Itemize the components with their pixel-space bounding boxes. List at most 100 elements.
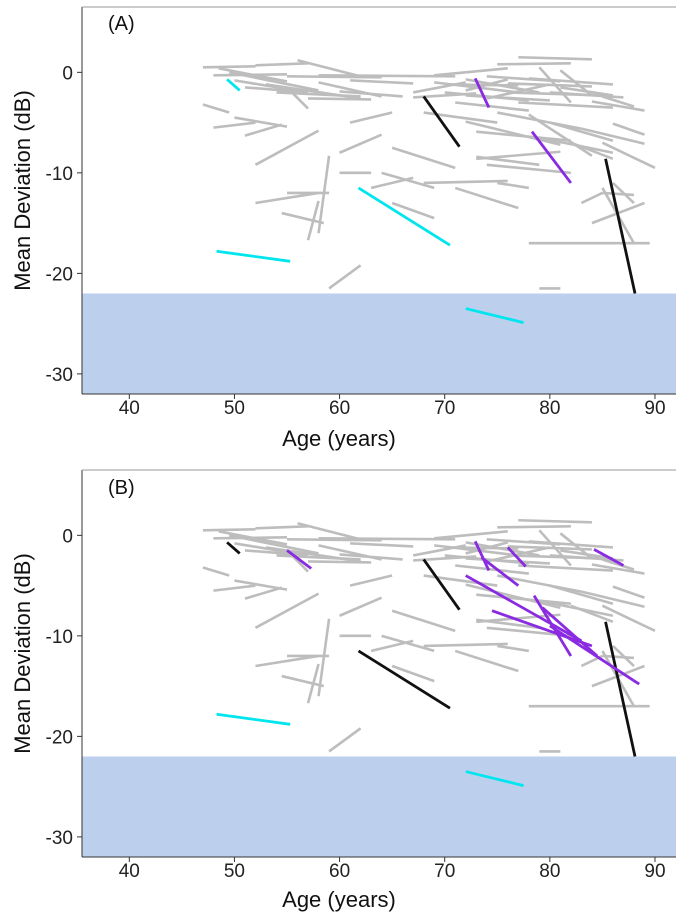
gray-segment bbox=[213, 121, 256, 129]
purple-segment bbox=[506, 546, 527, 568]
panel-b: 40 50 60 70 80 90 0 -10 -20 -30 Age (years) Mean De… bbox=[10, 469, 676, 912]
black-segment bbox=[357, 649, 451, 710]
y-tick-label: -30 bbox=[46, 828, 73, 849]
gray-segment bbox=[549, 584, 614, 605]
x-tick-label: 40 bbox=[119, 861, 140, 882]
shaded-band bbox=[82, 293, 676, 394]
gray-segment bbox=[317, 618, 331, 697]
gray-segment bbox=[276, 91, 361, 98]
black-segment bbox=[226, 541, 241, 555]
gray-segment bbox=[202, 103, 230, 114]
x-tick-label: 80 bbox=[539, 398, 560, 419]
cyan-segment bbox=[216, 249, 291, 263]
gray-segment bbox=[255, 61, 309, 67]
purple-segment bbox=[530, 130, 572, 184]
gray-segment bbox=[281, 674, 325, 688]
purple-segment bbox=[473, 77, 491, 109]
gray-segment bbox=[580, 191, 603, 205]
gray-segment bbox=[591, 100, 645, 112]
gray-segment bbox=[349, 111, 393, 124]
gray-segment bbox=[255, 654, 319, 668]
gray-segment bbox=[518, 518, 592, 524]
gray-segment bbox=[318, 74, 456, 78]
gray-segment bbox=[339, 553, 403, 561]
gray-segment bbox=[349, 574, 393, 587]
gray-segment bbox=[602, 558, 635, 571]
x-tick-label: 70 bbox=[434, 398, 455, 419]
gray-segment bbox=[476, 130, 571, 142]
gray-segment bbox=[317, 155, 331, 234]
gray-segment bbox=[434, 530, 508, 540]
black-segment bbox=[604, 621, 637, 757]
gray-segment bbox=[255, 524, 309, 530]
gray-segment bbox=[339, 133, 383, 154]
gray-segment bbox=[497, 574, 582, 593]
gray-segment bbox=[602, 654, 635, 660]
panel-label: (B) bbox=[108, 477, 135, 499]
gray-segment bbox=[434, 67, 508, 77]
gray-segment bbox=[339, 90, 403, 98]
purple-segment bbox=[541, 606, 599, 658]
gray-segment bbox=[581, 127, 645, 145]
x-tick-label: 90 bbox=[644, 861, 665, 882]
gray-segment bbox=[465, 120, 561, 146]
y-tick-label: -20 bbox=[46, 264, 73, 285]
panel-label: (A) bbox=[108, 13, 135, 35]
x-tick-label: 50 bbox=[224, 398, 245, 419]
y-tick-label: -30 bbox=[46, 365, 73, 386]
gray-segment bbox=[276, 554, 361, 561]
gray-segment bbox=[486, 163, 571, 175]
x-axis-title: Age (years) bbox=[282, 887, 396, 912]
gray-segment bbox=[244, 586, 283, 600]
gray-segment bbox=[612, 122, 645, 136]
cyan-segment bbox=[465, 770, 524, 787]
gray-segment bbox=[339, 596, 383, 617]
y-axis-title: Mean Deviation (dB) bbox=[10, 90, 35, 291]
gray-segment bbox=[486, 546, 551, 563]
purple-segment bbox=[286, 549, 313, 570]
gray-segment bbox=[465, 94, 550, 102]
gray-segment bbox=[602, 95, 635, 108]
gray-segment bbox=[423, 642, 508, 648]
gray-segment bbox=[602, 191, 635, 197]
gray-segment bbox=[381, 634, 435, 653]
y-tick-label: -20 bbox=[46, 727, 73, 748]
gray-segment bbox=[306, 663, 320, 704]
y-tick-label: 0 bbox=[62, 526, 73, 547]
gray-segment bbox=[218, 530, 288, 546]
cyan-segment bbox=[216, 712, 291, 726]
x-tick-label: 80 bbox=[539, 861, 560, 882]
shaded-band bbox=[82, 756, 676, 857]
gray-segment bbox=[454, 649, 519, 673]
gray-segment bbox=[454, 186, 519, 210]
black-segment bbox=[604, 158, 637, 294]
gray-segment bbox=[497, 524, 571, 529]
gray-segment bbox=[202, 566, 230, 577]
gray-segment bbox=[601, 141, 656, 170]
gray-segment bbox=[601, 604, 656, 633]
gray-segment bbox=[297, 522, 361, 541]
gray-segment bbox=[286, 75, 382, 79]
gray-segment bbox=[538, 529, 572, 567]
gray-segment bbox=[518, 564, 613, 572]
gray-segment bbox=[570, 604, 614, 623]
x-tick-label: 50 bbox=[224, 861, 245, 882]
gray-segment bbox=[391, 664, 435, 683]
gray-segment bbox=[254, 129, 320, 166]
gray-segment bbox=[581, 590, 645, 608]
gray-segment bbox=[570, 141, 614, 160]
gray-segment bbox=[612, 181, 635, 204]
gray-segment bbox=[350, 542, 414, 548]
gray-segment bbox=[286, 538, 382, 542]
gray-segment bbox=[465, 557, 550, 565]
gray-segment bbox=[281, 211, 325, 225]
gray-segment bbox=[591, 563, 645, 575]
gray-segment bbox=[476, 593, 571, 605]
gray-segment bbox=[255, 191, 319, 205]
gray-segment bbox=[455, 564, 529, 575]
gray-segment bbox=[228, 71, 319, 92]
gray-segment bbox=[518, 101, 613, 109]
purple-segment bbox=[480, 556, 520, 587]
gray-segment bbox=[328, 727, 362, 753]
gray-segment bbox=[486, 83, 551, 100]
